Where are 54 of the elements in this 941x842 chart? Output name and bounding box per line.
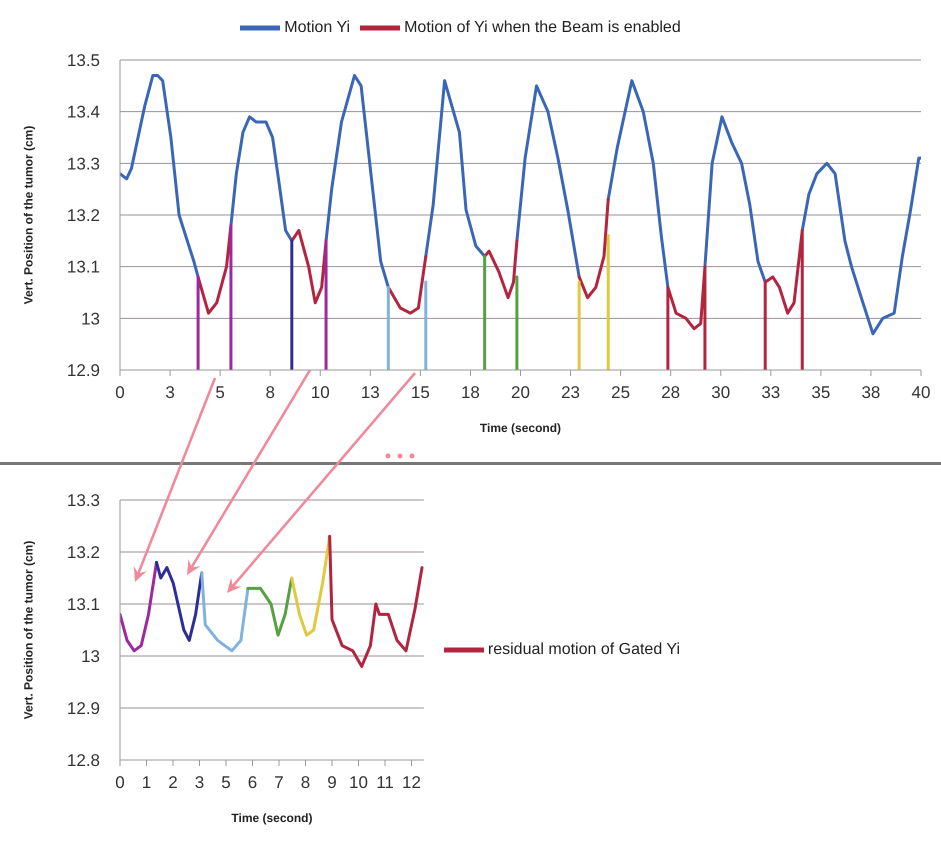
line-series: [246, 576, 294, 637]
y-axis-title: Vert. Position of the tumor (cm): [21, 540, 36, 720]
y-tick-label: 13.3: [66, 154, 100, 174]
x-tick-label: 38: [861, 383, 880, 402]
x-tick-label: 0: [115, 773, 125, 792]
x-axis-title: Time (second): [480, 421, 562, 435]
y-tick-label: 12.8: [66, 751, 100, 770]
y-tick-label: 12.9: [66, 699, 100, 718]
x-tick-label: 5: [221, 773, 231, 792]
x-tick-label: 11: [376, 773, 394, 792]
y-tick-label: 12.9: [66, 361, 100, 380]
x-tick-label: 18: [460, 383, 480, 402]
legend-label: Motion Yi: [284, 19, 350, 36]
x-tick-label: 3: [165, 383, 175, 402]
y-tick-label: 13.2: [66, 543, 100, 562]
y-tick-label: 13.3: [66, 491, 100, 510]
x-tick-label: 1: [142, 773, 152, 792]
y-tick-label: 13.2: [66, 206, 100, 226]
line-series: [200, 571, 250, 652]
y-axis-title: Vert. Position of the tumor (cm): [21, 126, 36, 304]
x-tick-label: 12: [402, 773, 421, 792]
x-tick-label: 15: [410, 383, 430, 402]
x-tick-label: 28: [661, 383, 680, 402]
x-tick-label: 30: [711, 383, 730, 402]
line-series: [155, 560, 204, 642]
x-tick-label: 33: [761, 383, 780, 402]
x-tick-label: 10: [349, 773, 368, 792]
line-series: [120, 560, 158, 652]
x-tick-label: 3: [194, 773, 204, 792]
x-tick-label: 8: [300, 773, 310, 792]
y-tick-label: 13.4: [66, 102, 100, 122]
line-series: [328, 534, 424, 668]
x-tick-label: 8: [265, 383, 275, 402]
x-tick-label: 35: [811, 383, 830, 402]
x-tick-label: 5: [215, 383, 225, 402]
y-tick-label: 13.5: [66, 51, 100, 70]
x-tick-label: 23: [561, 383, 580, 402]
x-tick-label: 6: [248, 773, 258, 792]
x-tick-label: 10: [310, 383, 330, 402]
y-tick-label: 13: [81, 309, 100, 328]
x-tick-label: 40: [912, 383, 930, 402]
x-tick-label: 20: [511, 383, 530, 402]
x-axis-title: Time (second): [231, 811, 313, 825]
y-tick-label: 13.1: [66, 595, 100, 614]
x-tick-label: 13: [360, 383, 380, 402]
legend-label: Motion of Yi when the Beam is enabled: [404, 19, 681, 36]
legend-label: residual motion of Gated Yi: [488, 641, 680, 658]
x-tick-label: 2: [168, 773, 178, 792]
y-tick-label: 13.1: [66, 258, 100, 277]
x-tick-label: 9: [327, 773, 337, 792]
x-tick-label: 0: [115, 383, 125, 402]
y-tick-label: 13: [81, 647, 100, 666]
x-tick-label: 7: [274, 773, 284, 792]
x-tick-label: 25: [611, 383, 630, 402]
